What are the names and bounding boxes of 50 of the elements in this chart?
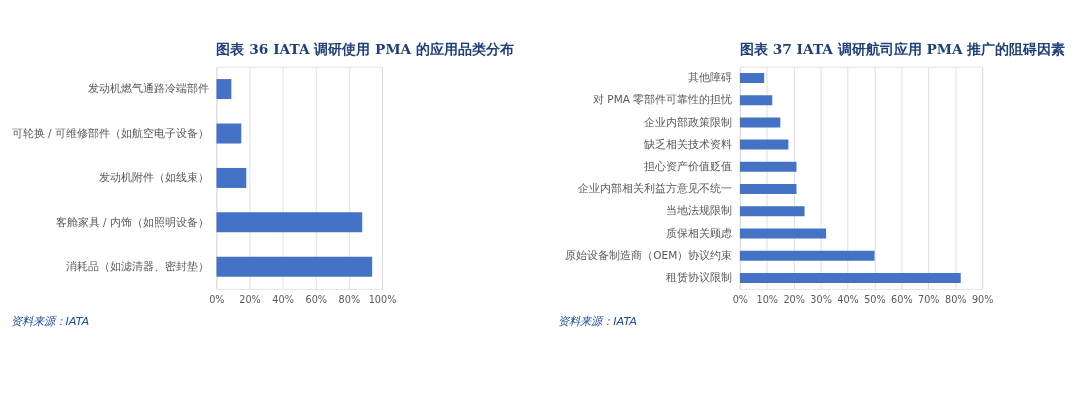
text: 资料来源：IATA — [558, 315, 638, 329]
bar — [739, 72, 765, 83]
y-tick-label: 对 PMA 零部件可靠性的担忧 — [593, 93, 733, 106]
y-tick-label: 发动机附件（如线束） — [98, 171, 209, 184]
bar — [739, 272, 961, 283]
x-tick-label: 50% — [864, 294, 886, 306]
x-tick-label: 20% — [783, 294, 805, 306]
x-tick-label: 40% — [272, 294, 294, 306]
bar — [216, 123, 242, 144]
y-tick-label: 发动机燃气通路冷端部件 — [87, 82, 209, 95]
x-tick-label: 10% — [756, 294, 779, 306]
bar — [216, 256, 373, 277]
x-tick-label: 30% — [810, 294, 832, 306]
y-tick-label: 租赁协议限制 — [666, 271, 733, 284]
x-tick-label: 60% — [305, 294, 328, 306]
y-tick-label: 可轮换 / 可维修部件（如航空电子设备） — [11, 126, 209, 139]
y-tick-label: 消耗品（如滤清器、密封垫） — [65, 260, 209, 273]
chart-title: 图表 36 IATA 调研使用 PMA 的应用品类分布 — [216, 40, 515, 57]
text: 资料来源：IATA — [10, 315, 90, 329]
x-tick-label: 70% — [918, 294, 940, 306]
bar — [216, 212, 363, 233]
x-tick-label: 90% — [971, 294, 994, 306]
y-tick-label: 担心资产价值贬值 — [644, 160, 733, 173]
x-tick-label: 0% — [209, 294, 225, 306]
x-tick-label: 20% — [239, 294, 261, 306]
y-tick-label: 其他障碍 — [688, 71, 733, 84]
y-tick-label: 质保相关顾虑 — [666, 226, 733, 239]
x-tick-label: 80% — [944, 294, 967, 306]
y-tick-label: 企业内部政策限制 — [644, 115, 733, 128]
y-tick-label: 企业内部相关利益方意见不统一 — [578, 182, 733, 195]
bar — [739, 206, 805, 217]
bar — [739, 117, 781, 128]
y-tick-label: 原始设备制造商（OEM）协议约束 — [565, 248, 733, 261]
y-tick-label: 客舱家具 / 内饰（如照明设备） — [55, 215, 209, 228]
bar — [739, 250, 875, 261]
y-tick-label: 缺乏相关技术资料 — [644, 137, 733, 150]
x-tick-label: 40% — [837, 294, 859, 306]
bar — [739, 184, 797, 195]
x-tick-label: 100% — [368, 294, 397, 306]
bar — [216, 167, 247, 188]
y-tick-label: 当地法规限制 — [666, 204, 733, 217]
x-tick-label: 80% — [338, 294, 361, 306]
bar — [739, 161, 797, 172]
bar — [739, 139, 789, 150]
bar — [739, 228, 827, 239]
chart-title: 图表 37 IATA 调研航司应用 PMA 推广的阻碍因素 — [739, 40, 1066, 57]
bar — [739, 95, 773, 106]
x-tick-label: 0% — [732, 294, 749, 306]
bar — [216, 79, 232, 100]
x-tick-label: 60% — [891, 294, 913, 306]
